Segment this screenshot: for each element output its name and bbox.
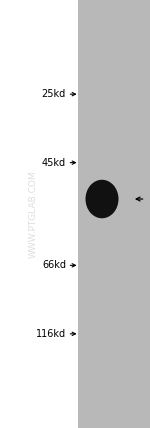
Text: 25kd: 25kd — [42, 89, 66, 99]
Ellipse shape — [85, 180, 118, 218]
Text: 116kd: 116kd — [36, 329, 66, 339]
Text: 66kd: 66kd — [42, 260, 66, 270]
Text: WWW.PTGLAB.COM: WWW.PTGLAB.COM — [28, 170, 38, 258]
Bar — [78, 0, 150, 428]
Text: 45kd: 45kd — [42, 158, 66, 168]
